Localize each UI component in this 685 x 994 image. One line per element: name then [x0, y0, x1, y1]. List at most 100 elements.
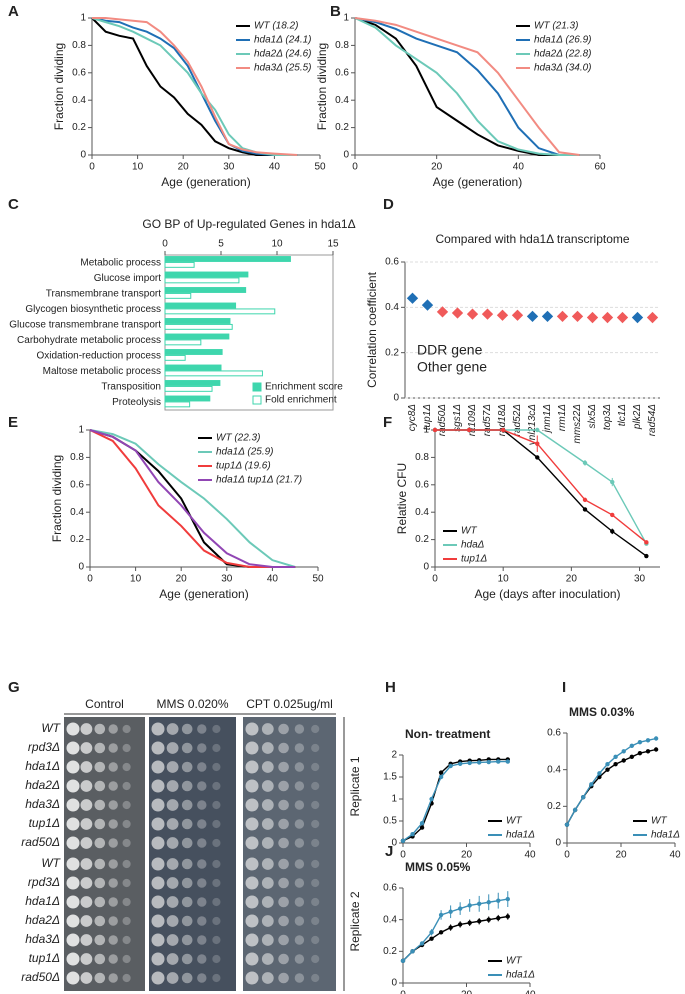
x-tick-label: 40: [269, 162, 281, 173]
data-point: [500, 427, 506, 433]
spot: [294, 897, 305, 907]
y-tick-label: 0: [391, 978, 397, 989]
x-axis-label: Age (generation): [159, 587, 248, 601]
data-point: [419, 941, 425, 946]
spot: [94, 896, 106, 908]
strain-label: rpd3Δ: [28, 740, 60, 754]
spot: [294, 859, 305, 869]
data-point: [644, 540, 649, 545]
bar: [164, 395, 211, 402]
spot: [108, 859, 118, 869]
spot: [166, 837, 179, 849]
data-point: [486, 759, 491, 765]
y-tick-label: 0.2: [70, 534, 84, 545]
data-point: [457, 922, 463, 927]
spot: [197, 878, 207, 888]
bar: [164, 333, 230, 340]
spot: [294, 954, 305, 964]
spot: [166, 858, 179, 870]
panel-letter: G: [8, 679, 20, 696]
spot: [166, 877, 179, 889]
y-tick-label: 0.2: [385, 347, 399, 358]
spot: [181, 896, 193, 908]
x-tick-label: 0: [564, 850, 570, 861]
x-tick-label: 40: [669, 850, 681, 861]
spot: [261, 953, 274, 965]
legend-label: hda1Δ (26.9): [534, 35, 592, 46]
spot: [212, 954, 221, 964]
plate: [243, 852, 336, 991]
y-tick-label: 0.4: [415, 507, 429, 518]
data-point: [541, 310, 554, 323]
series-line: [354, 17, 580, 156]
data-point: [616, 311, 629, 324]
panel-letter: I: [562, 679, 566, 696]
spot: [122, 897, 131, 907]
spot: [245, 779, 259, 793]
spot: [197, 916, 207, 926]
y-tick-label: 1: [423, 425, 429, 436]
spot: [66, 876, 80, 890]
data-point: [621, 758, 626, 763]
category-label: Glycogen biosynthetic process: [25, 304, 161, 315]
spot: [181, 723, 193, 735]
spot: [80, 837, 93, 849]
spot: [151, 798, 165, 812]
spot: [80, 761, 93, 773]
x-tick-label: 50: [312, 574, 324, 585]
spot: [108, 724, 118, 734]
spot: [166, 915, 179, 927]
spot: [294, 973, 305, 983]
spot: [245, 760, 259, 774]
data-point: [637, 750, 643, 756]
data-point: [467, 760, 472, 766]
data-point: [535, 441, 540, 446]
x-tick-label: tup1Δ: [422, 404, 433, 430]
spot: [197, 819, 207, 829]
spot: [181, 877, 193, 889]
data-point: [457, 906, 463, 911]
spot: [311, 819, 320, 829]
data-point: [535, 427, 540, 433]
spot: [122, 800, 131, 810]
y-tick-label: 0.8: [415, 452, 429, 463]
chart-title: MMS 0.03%: [569, 705, 635, 719]
x-tick-label: plk2Δ: [632, 404, 643, 430]
spot: [80, 934, 93, 946]
spot: [212, 819, 221, 829]
y-tick-label: 1.5: [383, 772, 397, 783]
spot: [294, 878, 305, 888]
spot: [261, 915, 274, 927]
strain-label: WT: [41, 856, 61, 870]
spot: [166, 799, 179, 811]
data-point: [653, 736, 659, 741]
series-line: [566, 737, 657, 826]
data-point: [448, 925, 453, 930]
legend-label: WT: [461, 526, 477, 537]
spot: [66, 760, 80, 774]
spot: [66, 895, 80, 909]
spot: [294, 916, 305, 926]
strain-label: hda2Δ: [25, 913, 60, 927]
panel-letter: J: [385, 843, 393, 860]
x-tick-label: tlc1Δ: [617, 404, 628, 427]
spot: [151, 779, 165, 793]
y-tick-label: 0: [343, 150, 349, 161]
strain-label: hda2Δ: [25, 778, 60, 792]
x-tick-label: 20: [461, 850, 473, 861]
spot: [245, 798, 259, 812]
category-label: Oxidation-reduction process: [36, 350, 161, 361]
legend-label: Other gene: [417, 359, 487, 375]
spot: [66, 798, 80, 812]
y-axis-label: Relative CFU: [395, 463, 409, 534]
strain-label: rpd3Δ: [28, 875, 60, 889]
spot: [94, 858, 106, 870]
spot: [278, 934, 289, 946]
spot: [166, 742, 179, 754]
legend-label: Fold enrichment: [265, 395, 337, 406]
strain-label: tup1Δ: [29, 816, 60, 830]
x-tick-label: rad18Δ: [497, 404, 508, 437]
spot: [278, 896, 289, 908]
data-point: [419, 825, 425, 830]
